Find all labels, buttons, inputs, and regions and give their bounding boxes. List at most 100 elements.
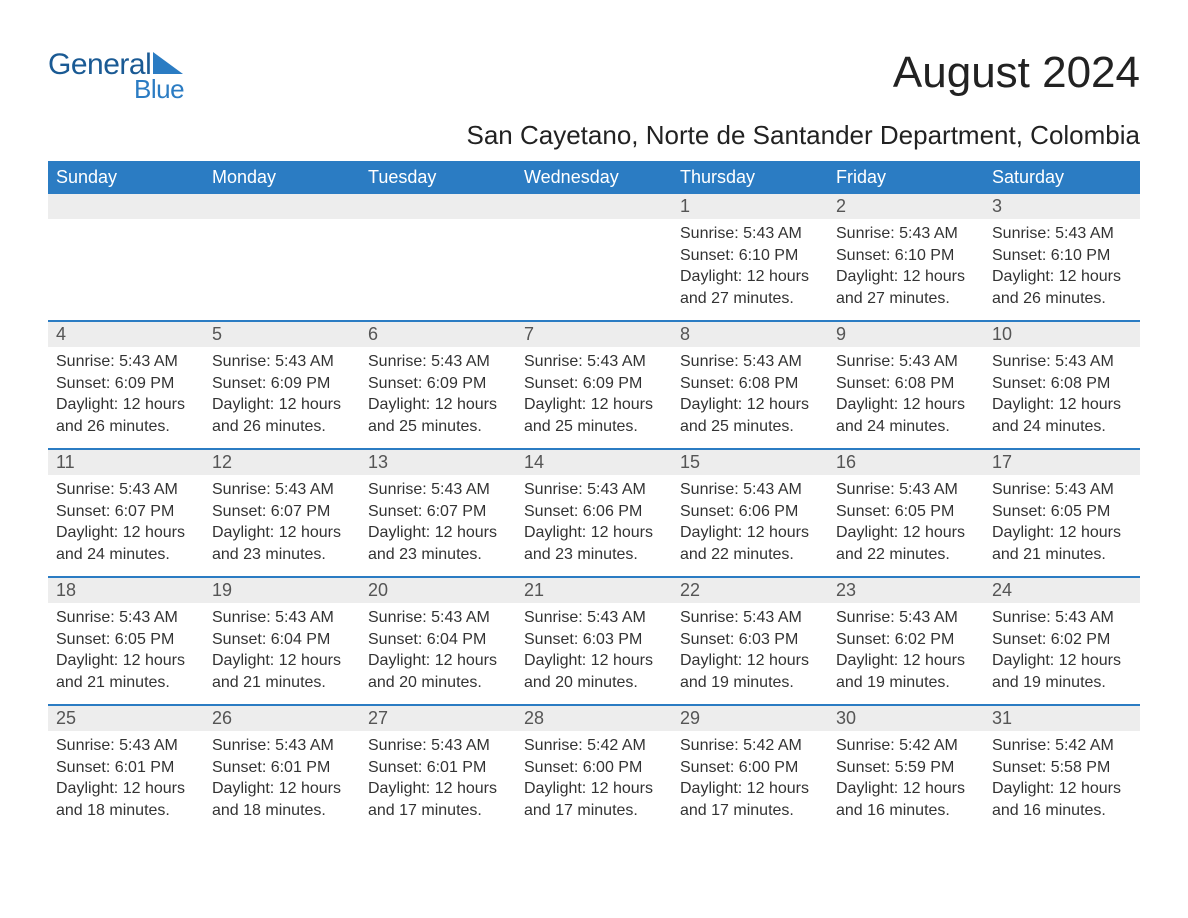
sunrise-line: Sunrise: 5:43 AM: [524, 607, 664, 629]
calendar-day-cell: [48, 194, 204, 320]
day-body: Sunrise: 5:43 AMSunset: 6:09 PMDaylight:…: [368, 351, 508, 437]
sunset-line: Sunset: 6:06 PM: [524, 501, 664, 523]
calendar-day-cell: 31Sunrise: 5:42 AMSunset: 5:58 PMDayligh…: [984, 706, 1140, 832]
daylight-line: Daylight: 12 hours and 22 minutes.: [836, 522, 976, 565]
day-body: Sunrise: 5:43 AMSunset: 6:06 PMDaylight:…: [524, 479, 664, 565]
daylight-line: Daylight: 12 hours and 21 minutes.: [212, 650, 352, 693]
sunset-line: Sunset: 6:05 PM: [992, 501, 1132, 523]
daylight-line: Daylight: 12 hours and 21 minutes.: [992, 522, 1132, 565]
calendar-day-cell: 2Sunrise: 5:43 AMSunset: 6:10 PMDaylight…: [828, 194, 984, 320]
calendar-day-cell: 5Sunrise: 5:43 AMSunset: 6:09 PMDaylight…: [204, 322, 360, 448]
day-number: [360, 194, 516, 219]
day-number: 7: [516, 322, 672, 347]
sunrise-line: Sunrise: 5:43 AM: [368, 607, 508, 629]
day-body: Sunrise: 5:42 AMSunset: 6:00 PMDaylight:…: [680, 735, 820, 821]
daylight-line: Daylight: 12 hours and 24 minutes.: [56, 522, 196, 565]
sunset-line: Sunset: 6:00 PM: [680, 757, 820, 779]
day-number: [516, 194, 672, 219]
calendar-day-cell: 7 Sunrise: 5:43 AMSunset: 6:09 PMDaylight…: [516, 322, 672, 448]
day-number: 29: [672, 706, 828, 731]
day-body: Sunrise: 5:43 AMSunset: 6:09 PMDaylight:…: [212, 351, 352, 437]
calendar-day-cell: 22Sunrise: 5:43 AMSunset: 6:03 PMDayligh…: [672, 578, 828, 704]
sunset-line: Sunset: 6:09 PM: [56, 373, 196, 395]
day-body: Sunrise: 5:43 AMSunset: 6:03 PMDaylight:…: [680, 607, 820, 693]
sunrise-line: Sunrise: 5:42 AM: [992, 735, 1132, 757]
sunrise-line: Sunrise: 5:43 AM: [368, 735, 508, 757]
sunset-line: Sunset: 6:06 PM: [680, 501, 820, 523]
brand-word-2: Blue: [134, 74, 184, 105]
calendar-day-cell: 9Sunrise: 5:43 AMSunset: 6:08 PMDaylight…: [828, 322, 984, 448]
sunrise-line: Sunrise: 5:43 AM: [992, 351, 1132, 373]
daylight-line: Daylight: 12 hours and 17 minutes.: [524, 778, 664, 821]
day-number: 24: [984, 578, 1140, 603]
calendar-week-row: 25Sunrise: 5:43 AMSunset: 6:01 PMDayligh…: [48, 704, 1140, 832]
location-subtitle: San Cayetano, Norte de Santander Departm…: [467, 120, 1141, 151]
calendar-day-cell: 6Sunrise: 5:43 AMSunset: 6:09 PMDaylight…: [360, 322, 516, 448]
daylight-line: Daylight: 12 hours and 23 minutes.: [368, 522, 508, 565]
day-number: 12: [204, 450, 360, 475]
sunrise-line: Sunrise: 5:43 AM: [212, 607, 352, 629]
sunrise-line: Sunrise: 5:43 AM: [836, 479, 976, 501]
sunset-line: Sunset: 6:04 PM: [368, 629, 508, 651]
calendar-day-cell: 18Sunrise: 5:43 AMSunset: 6:05 PMDayligh…: [48, 578, 204, 704]
daylight-line: Daylight: 12 hours and 20 minutes.: [368, 650, 508, 693]
calendar-day-cell: [516, 194, 672, 320]
daylight-line: Daylight: 12 hours and 19 minutes.: [992, 650, 1132, 693]
day-number: 19: [204, 578, 360, 603]
day-number: 26: [204, 706, 360, 731]
calendar-day-cell: 19 Sunrise: 5:43 AMSunset: 6:04 PMDayligh…: [204, 578, 360, 704]
calendar-grid: Sunday Monday Tuesday Wednesday Thursday…: [48, 161, 1140, 832]
calendar-day-cell: 27Sunrise: 5:43 AMSunset: 6:01 PMDayligh…: [360, 706, 516, 832]
daylight-line: Daylight: 12 hours and 26 minutes.: [992, 266, 1132, 309]
day-body: Sunrise: 5:43 AMSunset: 6:06 PMDaylight:…: [680, 479, 820, 565]
day-number: 10: [984, 322, 1140, 347]
sunset-line: Sunset: 6:04 PM: [212, 629, 352, 651]
sunset-line: Sunset: 6:05 PM: [836, 501, 976, 523]
sunrise-line: Sunrise: 5:43 AM: [212, 735, 352, 757]
day-number: 18: [48, 578, 204, 603]
daylight-line: Daylight: 12 hours and 18 minutes.: [212, 778, 352, 821]
day-number: 20: [360, 578, 516, 603]
sunrise-line: Sunrise: 5:43 AM: [524, 351, 664, 373]
day-number: 27: [360, 706, 516, 731]
title-block: August 2024 San Cayetano, Norte de Santa…: [467, 48, 1141, 157]
sunrise-line: Sunrise: 5:42 AM: [836, 735, 976, 757]
day-number: 21: [516, 578, 672, 603]
calendar-week-row: 18Sunrise: 5:43 AMSunset: 6:05 PMDayligh…: [48, 576, 1140, 704]
sunrise-line: Sunrise: 5:43 AM: [368, 479, 508, 501]
day-body: Sunrise: 5:43 AMSunset: 6:08 PMDaylight:…: [680, 351, 820, 437]
day-number: 30: [828, 706, 984, 731]
day-body: Sunrise: 5:43 AMSunset: 6:10 PMDaylight:…: [992, 223, 1132, 309]
calendar-day-cell: 17 Sunrise: 5:43 AMSunset: 6:05 PMDayligh…: [984, 450, 1140, 576]
calendar-day-cell: 24 Sunrise: 5:43 AMSunset: 6:02 PMDayligh…: [984, 578, 1140, 704]
sunset-line: Sunset: 6:00 PM: [524, 757, 664, 779]
daylight-line: Daylight: 12 hours and 19 minutes.: [680, 650, 820, 693]
calendar-day-cell: 12Sunrise: 5:43 AMSunset: 6:07 PMDayligh…: [204, 450, 360, 576]
sunset-line: Sunset: 5:59 PM: [836, 757, 976, 779]
calendar-day-cell: 26Sunrise: 5:43 AMSunset: 6:01 PMDayligh…: [204, 706, 360, 832]
page-header: General Blue August 2024 San Cayetano, N…: [48, 48, 1140, 157]
day-number: 17: [984, 450, 1140, 475]
calendar-day-cell: 25Sunrise: 5:43 AMSunset: 6:01 PMDayligh…: [48, 706, 204, 832]
day-number: 16: [828, 450, 984, 475]
day-body: Sunrise: 5:42 AMSunset: 5:59 PMDaylight:…: [836, 735, 976, 821]
sunset-line: Sunset: 6:02 PM: [992, 629, 1132, 651]
calendar-week-row: 1Sunrise: 5:43 AMSunset: 6:10 PMDaylight…: [48, 194, 1140, 320]
day-number: 14: [516, 450, 672, 475]
day-number: 28: [516, 706, 672, 731]
dow-tuesday: Tuesday: [360, 161, 516, 194]
daylight-line: Daylight: 12 hours and 23 minutes.: [212, 522, 352, 565]
daylight-line: Daylight: 12 hours and 17 minutes.: [368, 778, 508, 821]
sunrise-line: Sunrise: 5:43 AM: [992, 479, 1132, 501]
daylight-line: Daylight: 12 hours and 27 minutes.: [836, 266, 976, 309]
day-body: Sunrise: 5:43 AMSunset: 6:09 PMDaylight:…: [524, 351, 664, 437]
daylight-line: Daylight: 12 hours and 16 minutes.: [992, 778, 1132, 821]
day-body: Sunrise: 5:43 AMSunset: 6:08 PMDaylight:…: [992, 351, 1132, 437]
sunrise-line: Sunrise: 5:43 AM: [56, 351, 196, 373]
calendar-day-cell: 23Sunrise: 5:43 AMSunset: 6:02 PMDayligh…: [828, 578, 984, 704]
calendar-day-cell: [204, 194, 360, 320]
sunset-line: Sunset: 6:10 PM: [836, 245, 976, 267]
sunset-line: Sunset: 6:08 PM: [992, 373, 1132, 395]
day-number: 23: [828, 578, 984, 603]
sunrise-line: Sunrise: 5:43 AM: [992, 607, 1132, 629]
